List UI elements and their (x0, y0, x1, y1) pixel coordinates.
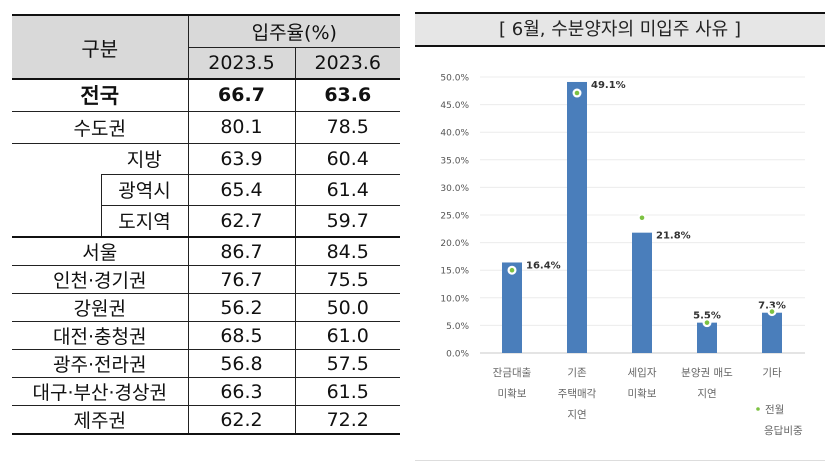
table-row: 도지역 62.7 59.7 (12, 204, 401, 238)
value-2023-5: 56.8 (187, 349, 295, 378)
table-row: 인천·경기권 76.7 75.5 (12, 265, 401, 294)
table-row: 광주·전라권 56.8 57.5 (12, 349, 401, 378)
value-2023-6: 63.6 (294, 79, 401, 111)
value-2023-5: 68.5 (187, 321, 295, 350)
row-label: 대전·충청권 (12, 321, 188, 350)
y-tick-label: 30.0% (440, 184, 469, 194)
y-tick-label: 5.0% (446, 322, 469, 332)
chart-title: [ 6월, 수분양자의 미입주 사유 ] (415, 12, 825, 47)
legend-marker (756, 407, 760, 411)
value-2023-6: 78.5 (294, 110, 401, 143)
occupancy-rate-table: 구분 입주율(%) 2023.5 2023.6 전국 66.7 63.6 수도권 80.… (12, 14, 401, 435)
header-metric: 입주율(%) (187, 14, 401, 47)
value-2023-5: 66.3 (187, 377, 295, 406)
bar-chart: 0.0% 5.0% 10.0% 15.0% 20.0% 25.0% 30.0% 35.0% 40… (440, 74, 805, 437)
value-2023-6: 72.2 (294, 405, 401, 435)
data-label: 5.5% (693, 311, 721, 322)
x-tick-label: 지연 (697, 388, 716, 400)
legend-label: 전월 (765, 404, 784, 416)
row-label: 대구·부산·경상권 (12, 377, 188, 406)
value-2023-6: 59.7 (294, 204, 401, 238)
bar (762, 312, 782, 353)
row-label: 도지역 (100, 204, 188, 238)
y-tick-label: 25.0% (440, 212, 469, 222)
y-tick-label: 10.0% (440, 294, 469, 304)
legend-label: 응답비중 (764, 425, 803, 437)
table-row: 전국 66.7 63.6 (12, 79, 401, 111)
x-tick-label: 분양권 매도 (681, 367, 733, 379)
data-label: 7.3% (758, 301, 786, 312)
value-2023-5: 63.9 (187, 142, 295, 174)
y-tick-label: 0.0% (446, 350, 469, 360)
value-2023-6: 60.4 (294, 142, 401, 174)
previous-month-marker (509, 267, 515, 273)
value-2023-5: 66.7 (187, 79, 295, 111)
row-label: 인천·경기권 (12, 265, 188, 294)
row-label: 강원권 (12, 293, 188, 322)
row-label: 지방 (101, 142, 188, 174)
x-tick-label: 주택매각 (558, 388, 597, 400)
previous-month-marker (639, 215, 645, 221)
y-tick-label: 15.0% (440, 267, 469, 277)
previous-month-marker (704, 320, 710, 325)
value-2023-5: 76.7 (187, 265, 295, 294)
value-2023-6: 61.5 (294, 377, 401, 406)
previous-month-marker (769, 309, 775, 314)
x-tick-label: 기타 (762, 367, 782, 379)
table-row: 광역시 65.4 61.4 (12, 173, 401, 205)
x-tick-label: 기존 (567, 367, 587, 379)
y-tick-label: 35.0% (440, 156, 469, 166)
x-tick-label: 잔금대출 (493, 367, 532, 379)
value-2023-5: 56.2 (187, 293, 295, 322)
value-2023-5: 62.7 (187, 204, 295, 238)
data-label: 49.1% (591, 80, 626, 91)
value-2023-6: 75.5 (294, 265, 401, 294)
bar (632, 232, 652, 353)
table-row: 서울 86.7 84.5 (12, 237, 401, 266)
row-label: 광주·전라권 (12, 349, 188, 378)
data-label: 16.4% (526, 260, 561, 271)
row-label: 전국 (80, 84, 120, 109)
value-2023-6: 57.5 (294, 349, 401, 378)
empty-cell (12, 142, 101, 238)
header-group: 구분 (12, 14, 188, 80)
bar (567, 81, 587, 353)
x-tick-label: 세입자 (628, 366, 657, 379)
table-row: 강원권 56.2 50.0 (12, 293, 401, 322)
table-row: 지방 63.9 60.4 (12, 142, 401, 238)
x-tick-label: 미확보 (628, 387, 657, 400)
value-2023-6: 61.0 (294, 321, 401, 350)
y-tick-label: 50.0% (440, 74, 469, 84)
x-tick-label: 미확보 (498, 387, 527, 400)
value-2023-6: 61.4 (294, 173, 401, 205)
table-row: 대구·부산·경상권 66.3 61.5 (12, 377, 401, 406)
row-label: 서울 (82, 242, 118, 264)
divider (415, 460, 825, 461)
value-2023-5: 65.4 (187, 173, 295, 205)
previous-month-marker (574, 90, 580, 96)
table-row: 수도권 80.1 78.5 (12, 110, 401, 143)
value-2023-5: 80.1 (187, 110, 295, 143)
y-tick-label: 40.0% (440, 129, 469, 139)
value-2023-5: 86.7 (187, 237, 295, 266)
value-2023-6: 50.0 (294, 293, 401, 322)
value-2023-5: 62.2 (187, 405, 295, 435)
bar (697, 322, 717, 353)
value-2023-6: 84.5 (294, 237, 401, 266)
table-row: 대전·충청권 68.5 61.0 (12, 321, 401, 350)
header-period: 2023.6 (294, 46, 401, 80)
y-tick-label: 20.0% (440, 239, 469, 249)
row-label: 제주권 (12, 405, 188, 435)
bar (502, 262, 522, 353)
row-label: 광역시 (100, 173, 188, 205)
table-row: 제주권 62.2 72.2 (12, 405, 401, 435)
y-tick-label: 45.0% (440, 101, 469, 111)
x-tick-label: 지연 (567, 409, 586, 421)
header-period: 2023.5 (187, 46, 295, 80)
data-label: 21.8% (656, 231, 691, 242)
row-label: 수도권 (12, 110, 188, 143)
